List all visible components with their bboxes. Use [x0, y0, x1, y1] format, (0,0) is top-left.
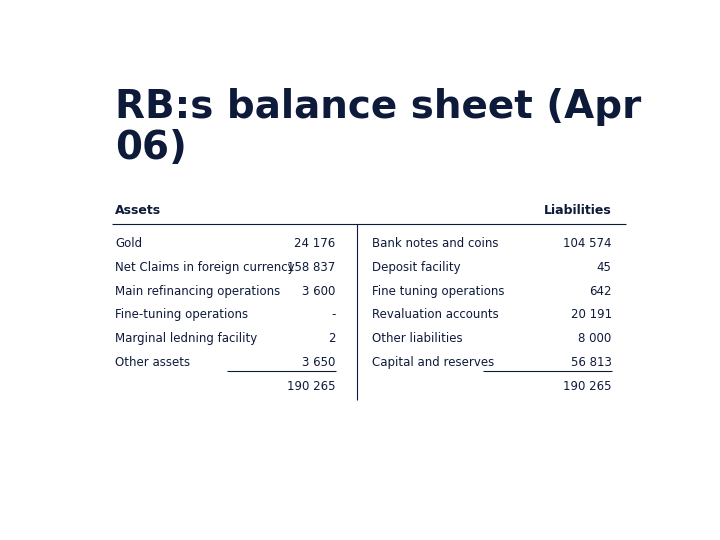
Text: -: -	[331, 308, 336, 321]
Text: Main refinancing operations: Main refinancing operations	[115, 285, 280, 298]
Text: ★  ★  ★
★       ★
○: ★ ★ ★ ★ ★ ○	[647, 32, 675, 53]
Text: 56 813: 56 813	[571, 356, 612, 369]
Text: 3 650: 3 650	[302, 356, 336, 369]
Text: 45: 45	[597, 261, 612, 274]
Text: 24 176: 24 176	[294, 238, 336, 251]
Text: Revaluation accounts: Revaluation accounts	[372, 308, 498, 321]
Text: Gold: Gold	[115, 238, 143, 251]
Text: Marginal ledning facility: Marginal ledning facility	[115, 332, 257, 345]
Text: 642: 642	[589, 285, 612, 298]
Text: Capital and reserves: Capital and reserves	[372, 356, 494, 369]
Text: 104 574: 104 574	[563, 238, 612, 251]
Text: Deposit facility: Deposit facility	[372, 261, 460, 274]
Text: RB:s balance sheet (Apr
06): RB:s balance sheet (Apr 06)	[115, 87, 642, 167]
Text: Bank notes and coins: Bank notes and coins	[372, 238, 498, 251]
Text: Other liabilities: Other liabilities	[372, 332, 462, 345]
Text: Net Claims in foreign currency: Net Claims in foreign currency	[115, 261, 294, 274]
Text: Liabilities: Liabilities	[544, 204, 612, 217]
Text: Other assets: Other assets	[115, 356, 190, 369]
Text: Fine-tuning operations: Fine-tuning operations	[115, 308, 248, 321]
Text: 8 000: 8 000	[578, 332, 612, 345]
Text: 3 600: 3 600	[302, 285, 336, 298]
Text: 20 191: 20 191	[571, 308, 612, 321]
Text: Assets: Assets	[115, 204, 161, 217]
Text: SVERIGES
RIKSBANK: SVERIGES RIKSBANK	[639, 74, 683, 95]
Text: 190 265: 190 265	[287, 380, 336, 394]
Text: 2: 2	[328, 332, 336, 345]
Text: Fine tuning operations: Fine tuning operations	[372, 285, 504, 298]
Text: 158 837: 158 837	[287, 261, 336, 274]
Text: 190 265: 190 265	[563, 380, 612, 394]
